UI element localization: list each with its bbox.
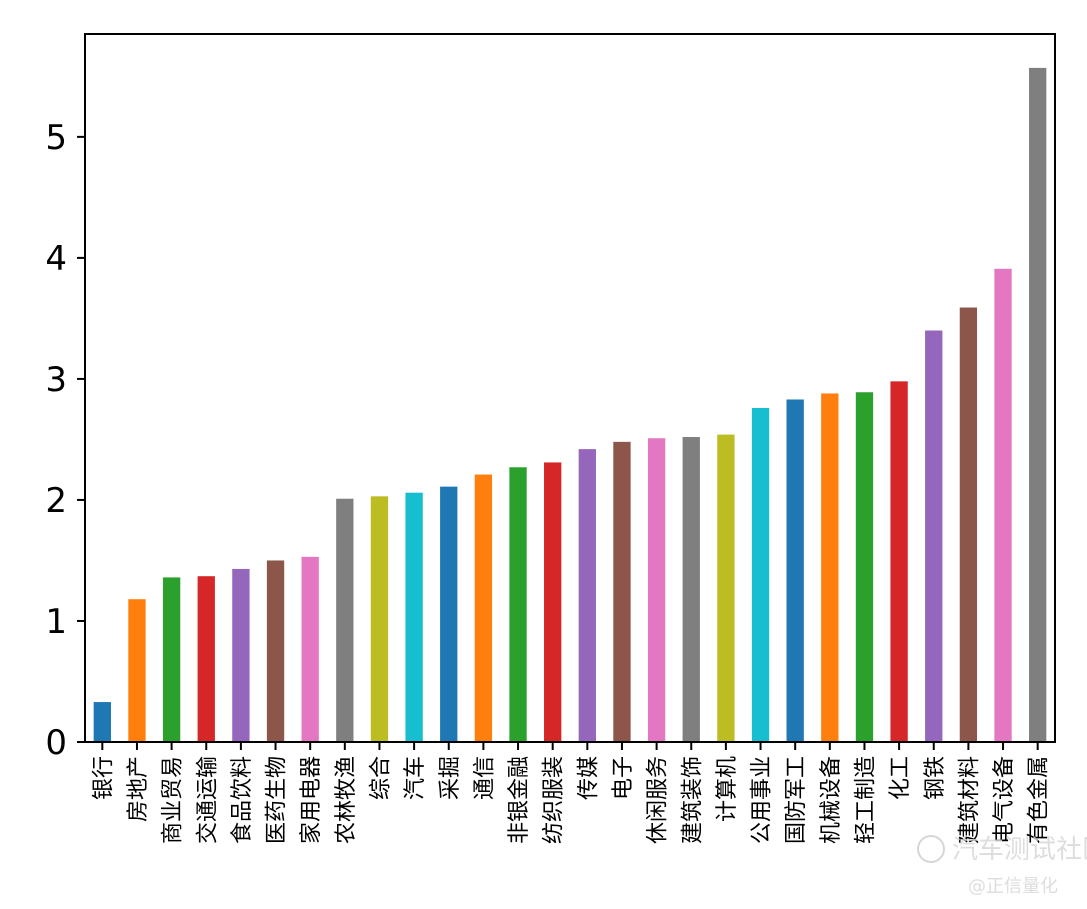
x-tick-label: 农林牧渔: [334, 756, 359, 844]
bar-非银金融: [509, 467, 527, 742]
bar-建筑装饰: [682, 437, 700, 742]
bar-轻工制造: [855, 392, 874, 742]
bar-传媒: [578, 449, 596, 742]
x-tick-label: 交通运输: [195, 756, 220, 844]
x-tick-label: 公用事业: [750, 756, 775, 844]
x-tick-label: 国防军工: [784, 756, 809, 844]
y-tick-label: 2: [45, 481, 67, 521]
bar-电子: [613, 441, 631, 742]
y-tick-label: 1: [45, 602, 67, 642]
bar-机械设备: [821, 393, 839, 742]
bar-钢铁: [925, 330, 943, 742]
y-tick-label: 0: [45, 723, 67, 763]
bar-交通运输: [197, 576, 215, 742]
x-tick-label: 食品饮料: [230, 756, 255, 844]
bar-综合: [370, 496, 389, 742]
bar-通信: [474, 474, 493, 742]
bar-公用事业: [751, 407, 770, 742]
x-tick-label: 电气设备: [992, 756, 1017, 844]
watermark-logo-icon: [917, 835, 945, 863]
x-tick-label: 纺织服装: [542, 756, 567, 844]
watermark: 汽车测试社区 @正信量化: [917, 835, 1087, 897]
bar-国防军工: [786, 399, 804, 742]
x-tick-label: 房地产: [126, 756, 151, 822]
x-tick-label: 有色金属: [1027, 756, 1052, 844]
x-tick-label: 综合: [368, 756, 393, 800]
bar-农林牧渔: [336, 498, 354, 742]
x-tick-label: 轻工制造: [853, 756, 878, 844]
x-tick-label: 银行: [91, 756, 116, 800]
y-tick-label: 4: [45, 239, 67, 279]
x-tick-label: 非银金融: [507, 756, 532, 844]
bar-化工: [890, 381, 908, 742]
bar-汽车: [405, 492, 423, 742]
x-tick-label: 通信: [472, 756, 497, 800]
bar-采掘: [440, 486, 458, 742]
x-axis: 银行 房地产 商业贸易 交通运输 食品饮料 医药生物 家用电器 农林牧渔 综合 汽车 采掘 通信 非银金…: [91, 742, 1052, 844]
x-tick-label: 化工: [888, 756, 913, 800]
x-tick-label: 传媒: [576, 756, 601, 800]
y-tick-label: 5: [45, 118, 67, 158]
plot-frame: [84, 33, 1056, 743]
bar-建筑材料: [959, 307, 978, 742]
bar-家用电器: [301, 556, 319, 742]
bar-纺织服装: [544, 462, 562, 742]
x-tick-label: 医药生物: [265, 756, 290, 844]
bar-银行: [93, 702, 111, 742]
y-tick-label: 3: [45, 360, 67, 400]
watermark-text: 汽车测试社区: [952, 835, 1087, 865]
bars-group: [93, 67, 1047, 742]
bar-电气设备: [994, 268, 1012, 742]
bar-有色金属: [1029, 67, 1047, 742]
x-tick-label: 钢铁: [923, 756, 948, 800]
watermark-subtext: @正信量化: [968, 876, 1058, 897]
bar-食品饮料: [232, 568, 250, 742]
x-tick-label: 计算机: [715, 756, 740, 822]
x-tick-label: 采掘: [438, 756, 463, 800]
x-tick-label: 机械设备: [819, 756, 844, 844]
x-tick-label: 汽车: [403, 756, 428, 800]
bar-房地产: [128, 599, 146, 742]
x-tick-label: 家用电器: [299, 756, 324, 844]
x-tick-label: 建筑材料: [957, 756, 982, 844]
x-tick-label: 电子: [611, 756, 636, 800]
x-tick-label: 休闲服务: [646, 756, 671, 844]
bar-商业贸易: [162, 577, 181, 742]
x-tick-label: 建筑装饰: [680, 756, 705, 844]
bar-医药生物: [266, 560, 285, 742]
bar-休闲服务: [647, 438, 666, 742]
bar-计算机: [717, 434, 735, 742]
y-axis: 0 1 2 3 4 5: [45, 118, 85, 763]
x-tick-label: 商业贸易: [161, 756, 186, 844]
